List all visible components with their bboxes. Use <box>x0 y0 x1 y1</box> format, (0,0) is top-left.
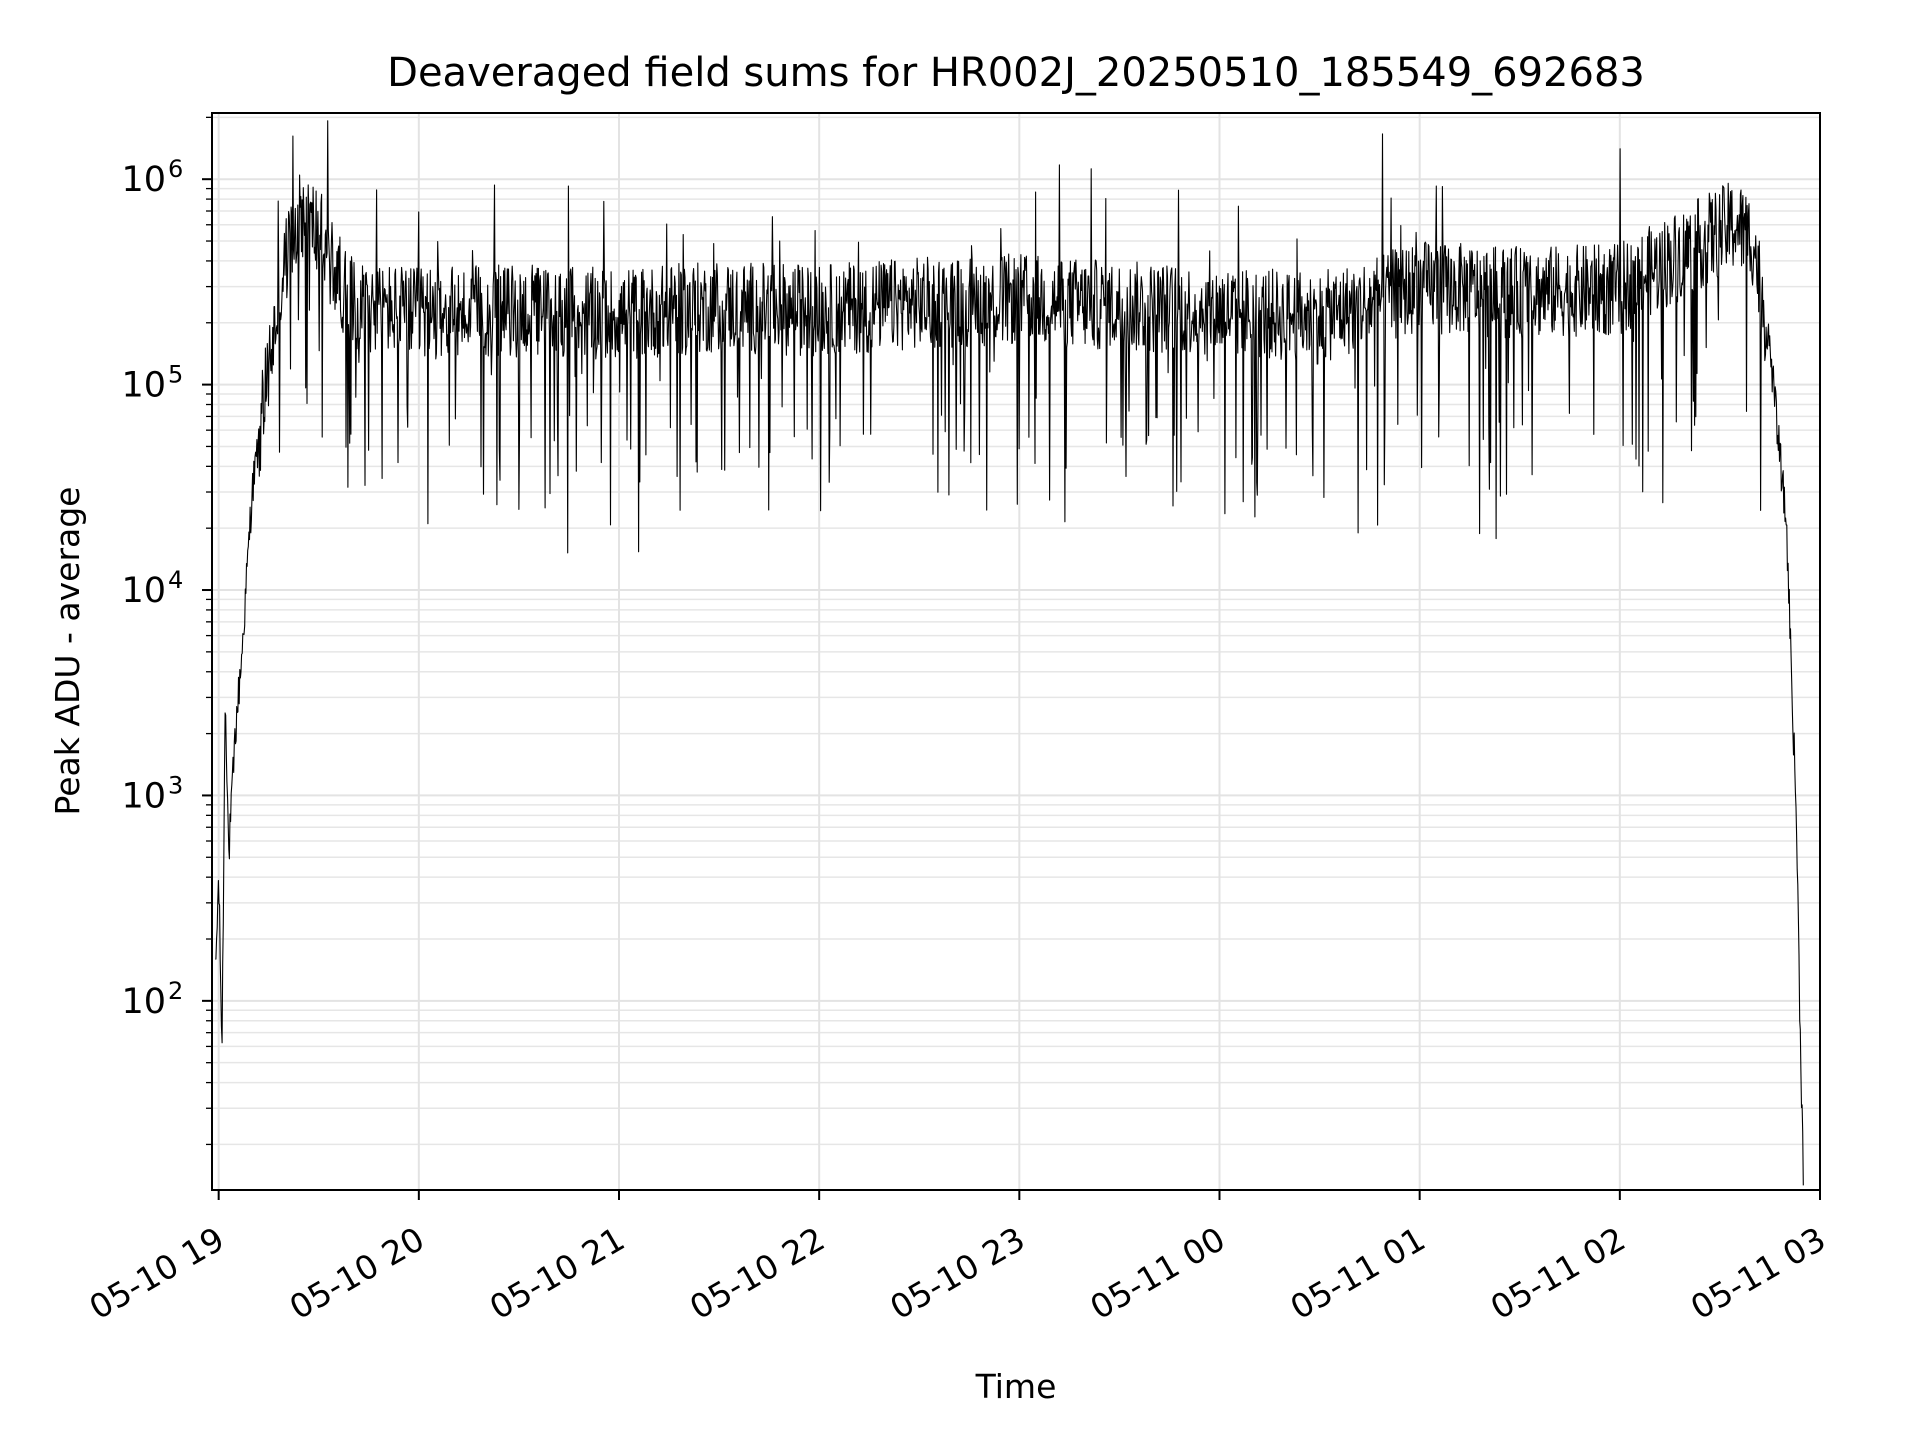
series-group <box>215 120 1804 1186</box>
y-tick-label: 10 <box>121 982 166 1022</box>
y-tick-label: 10 <box>121 160 166 200</box>
y-tick-exponent: 4 <box>168 566 183 594</box>
minor-gridlines <box>212 116 1820 1146</box>
chart-title: Deaveraged field sums for HR002J_2025051… <box>387 50 1645 96</box>
y-tick-exponent: 2 <box>168 977 183 1005</box>
y-axis-label: Peak ADU - average <box>48 487 87 816</box>
y-tick-label: 10 <box>121 776 166 816</box>
y-tick-label: 10 <box>121 366 166 406</box>
y-tick-exponent: 5 <box>168 361 183 389</box>
series-line <box>215 120 1804 1186</box>
x-axis-label: Time <box>975 1367 1057 1406</box>
y-tick-exponent: 3 <box>168 771 183 799</box>
y-tick-label: 10 <box>121 571 166 611</box>
y-tick-exponent: 6 <box>168 155 183 183</box>
